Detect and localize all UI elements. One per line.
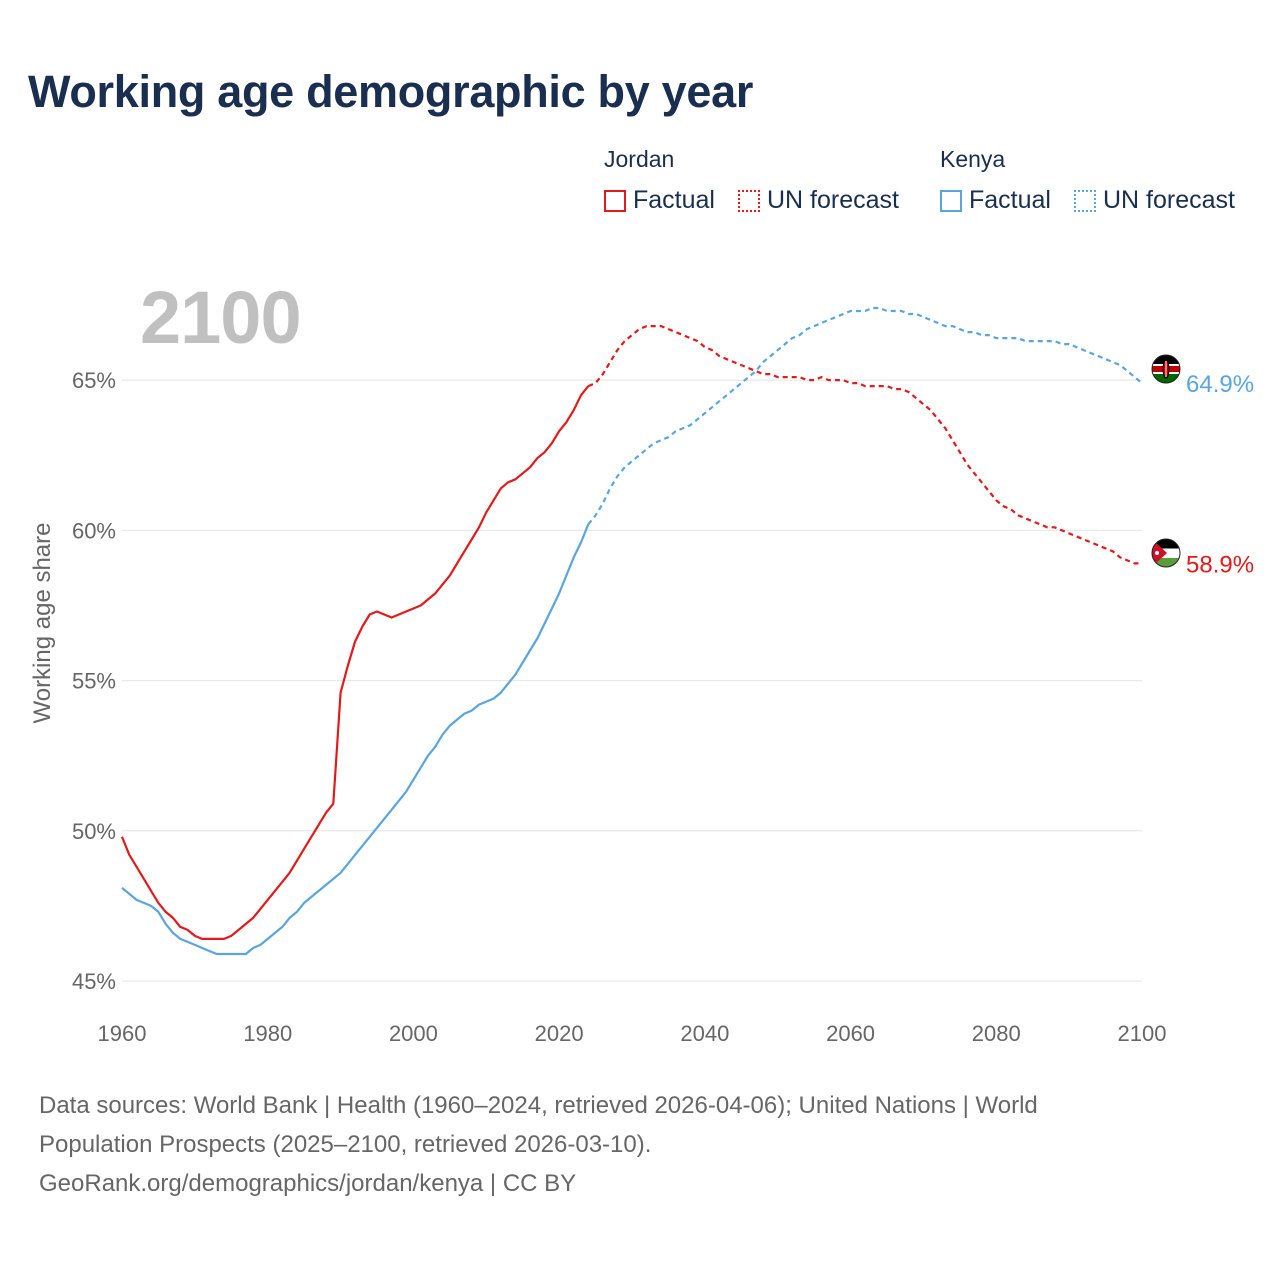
legend-swatch-jordan-factual: [604, 189, 626, 212]
legend-kenya-factual[interactable]: Factual: [940, 186, 1051, 215]
x-tick-label: 1960: [98, 1021, 147, 1046]
kenya-forecast-line[interactable]: [587, 306, 1143, 525]
legend-kenya-forecast[interactable]: UN forecast: [1074, 186, 1235, 215]
y-tick-label: 60%: [72, 518, 116, 543]
legend-swatch-kenya-factual: [940, 189, 962, 212]
axes: 45% 50% 55% 60% 65% 1960 1980 2000 2020 2040 2060 2…: [72, 368, 1167, 1046]
footer-sources-line1: Data sources: World Bank | Health (1960–…: [39, 1092, 1038, 1119]
jordan-factual-line[interactable]: [120, 385, 590, 941]
legend-label-kenya-forecast: UN forecast: [1103, 186, 1235, 214]
jordan-forecast-line[interactable]: [587, 325, 1142, 565]
legend-group-kenya: Kenya: [940, 146, 1006, 172]
legend-swatch-jordan-forecast: [738, 189, 760, 212]
legend-label-kenya-factual: Factual: [969, 186, 1051, 214]
kenya-flag-icon: [1151, 354, 1181, 384]
legend-swatch-kenya-forecast: [1074, 189, 1096, 212]
x-tick-label: 2040: [680, 1021, 729, 1046]
footer-credit-link[interactable]: GeoRank.org/demographics/jordan/kenya | …: [39, 1170, 577, 1197]
grid: [122, 379, 1142, 982]
chart-title: Working age demographic by year: [28, 66, 754, 117]
footer: Data sources: World Bank | Health (1960–…: [39, 1086, 1239, 1203]
y-tick-label: 55%: [72, 669, 116, 694]
y-tick-label: 50%: [72, 819, 116, 844]
legend-jordan-forecast[interactable]: UN forecast: [738, 186, 899, 215]
x-tick-label: 2000: [389, 1021, 438, 1046]
kenya-factual-line[interactable]: [121, 523, 590, 956]
x-tick-label: 2100: [1118, 1021, 1167, 1046]
legend-jordan-factual[interactable]: Factual: [604, 186, 715, 215]
y-tick-label: 45%: [72, 969, 116, 994]
x-tick-label: 2020: [535, 1021, 584, 1046]
kenya-end-value-label: 64.9%: [1186, 371, 1254, 398]
legend-label-jordan-forecast: UN forecast: [767, 186, 899, 214]
x-tick-label: 2080: [972, 1021, 1021, 1046]
legend-label-jordan-factual: Factual: [633, 186, 715, 214]
x-tick-label: 2060: [826, 1021, 875, 1046]
jordan-end-value-label: 58.9%: [1186, 551, 1254, 578]
footer-sources-line2: Population Prospects (2025–2100, retriev…: [39, 1131, 652, 1158]
line-chart: 45% 50% 55% 60% 65% 1960 1980 2000 2020 2040 2060 2…: [29, 306, 1254, 1046]
legend-group-jordan: Jordan: [604, 146, 675, 172]
series: [120, 306, 1143, 956]
year-label: 2100: [140, 276, 302, 359]
x-tick-label: 1980: [243, 1021, 292, 1046]
y-tick-label: 65%: [72, 368, 116, 393]
end-labels: 58.9% 64.9%: [1186, 371, 1254, 578]
jordan-flag-icon: [1151, 538, 1181, 568]
y-axis-title: Working age share: [29, 523, 56, 724]
